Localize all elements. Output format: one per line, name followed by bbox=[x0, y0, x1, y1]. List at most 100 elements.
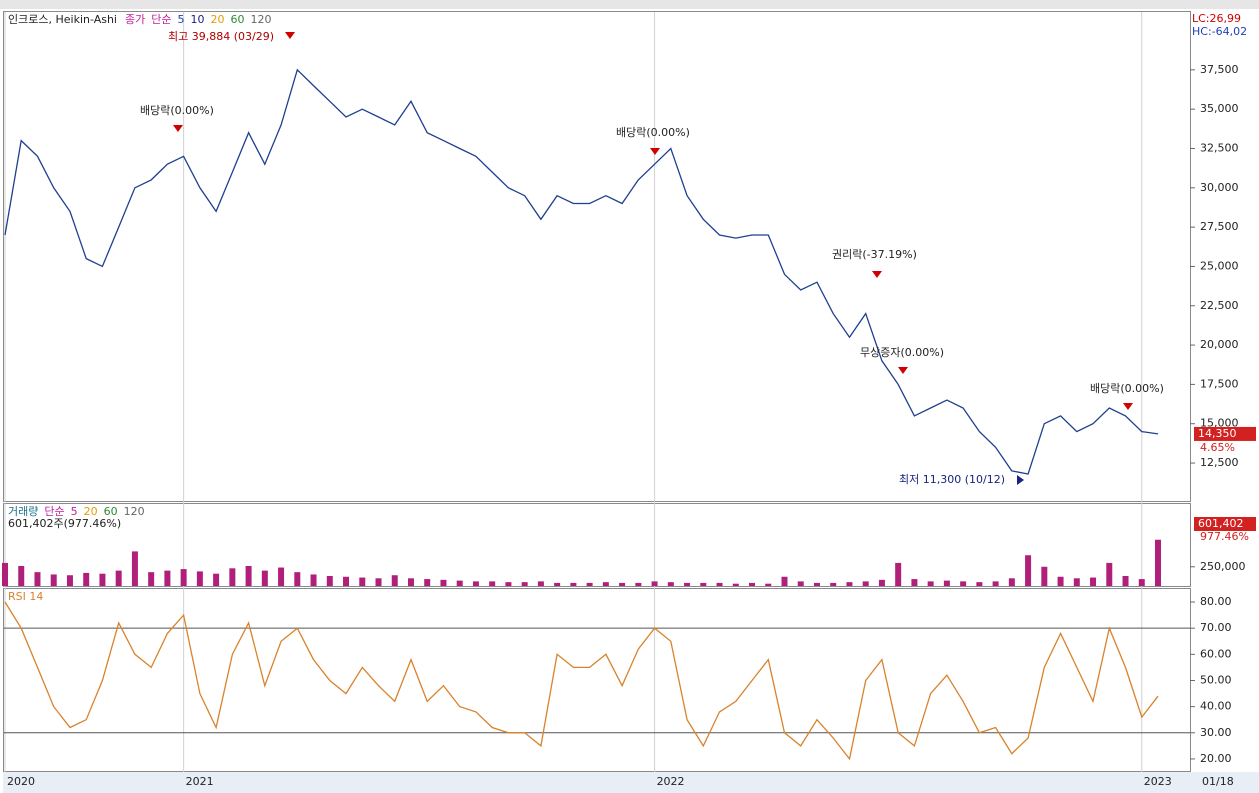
hc-label: HC:-64,02 bbox=[1192, 25, 1247, 38]
volume-bar bbox=[359, 577, 366, 586]
legend-item: 단순 bbox=[44, 505, 64, 518]
volume-bar bbox=[667, 582, 674, 586]
volume-bar bbox=[18, 566, 25, 586]
y-tick-label: 250,000 bbox=[1200, 560, 1246, 573]
volume-bar bbox=[797, 581, 804, 586]
volume-bar bbox=[602, 582, 609, 586]
volume-bar bbox=[537, 581, 544, 586]
y-tick-label: 40.00 bbox=[1200, 700, 1232, 713]
price-panel bbox=[3, 11, 1191, 502]
toolbar bbox=[0, 0, 1259, 9]
marker-arrow bbox=[650, 148, 660, 155]
legend-item: 20 bbox=[210, 13, 224, 26]
legend-item: 5 bbox=[177, 13, 184, 26]
annotation: 배당락(0.00%) bbox=[616, 126, 690, 139]
volume-bar bbox=[196, 571, 203, 586]
series-line bbox=[4, 601, 1159, 761]
y-tick-label: 80.00 bbox=[1200, 595, 1232, 608]
volume-bar bbox=[911, 579, 918, 586]
x-tick-label: 2023 bbox=[1144, 775, 1172, 788]
volume-bar bbox=[115, 570, 122, 586]
legend-item: 5 bbox=[71, 505, 78, 518]
volume-bar bbox=[407, 578, 414, 586]
volume-bar bbox=[960, 581, 967, 586]
volume-bar bbox=[927, 581, 934, 586]
marker-arrow bbox=[285, 32, 295, 39]
annotation: 무상증자(0.00%) bbox=[860, 346, 944, 359]
legend-item: 10 bbox=[190, 13, 204, 26]
volume-bar bbox=[245, 566, 252, 586]
y-tick-label: 20.00 bbox=[1200, 752, 1232, 765]
volume-last-label: 601,402 bbox=[1198, 517, 1244, 530]
y-tick-label: 30.00 bbox=[1200, 726, 1232, 739]
y-tick-label: 60.00 bbox=[1200, 647, 1232, 660]
volume-bar bbox=[749, 582, 756, 586]
y-tick-label: 27,500 bbox=[1200, 220, 1239, 233]
volume-bar bbox=[131, 551, 138, 586]
volume-bar bbox=[83, 572, 90, 586]
legend-item: 60 bbox=[230, 13, 244, 26]
volume-bar bbox=[99, 573, 106, 586]
y-tick-label: 12,500 bbox=[1200, 456, 1239, 469]
y-tick-label: 17,500 bbox=[1200, 377, 1239, 390]
annotation: 배당락(0.00%) bbox=[140, 104, 214, 117]
legend-item: 60 bbox=[104, 505, 118, 518]
volume-bar bbox=[1025, 555, 1032, 586]
volume-bar bbox=[765, 583, 772, 586]
volume-bar bbox=[846, 582, 853, 586]
legend-item: 120 bbox=[250, 13, 271, 26]
volume-current: 601,402주(977.46%) bbox=[8, 517, 121, 530]
volume-bar bbox=[554, 582, 561, 586]
volume-bar bbox=[2, 562, 8, 586]
volume-bar bbox=[261, 570, 268, 586]
volume-bar bbox=[310, 574, 317, 586]
y-tick-label: 50.00 bbox=[1200, 673, 1232, 686]
y-tick-label: 20,000 bbox=[1200, 338, 1239, 351]
y-tick-label: 70.00 bbox=[1200, 621, 1232, 634]
volume-panel bbox=[3, 503, 1191, 587]
rsi-panel bbox=[3, 588, 1191, 772]
volume-bar bbox=[716, 582, 723, 586]
x-tick-label: 2020 bbox=[7, 775, 35, 788]
legend-series: 거래량 bbox=[8, 505, 38, 518]
y-tick-label: 25,000 bbox=[1200, 259, 1239, 272]
y-tick-label: 37,500 bbox=[1200, 63, 1239, 76]
volume-bar bbox=[635, 582, 642, 586]
volume-bar bbox=[229, 568, 236, 586]
volume-bar bbox=[895, 562, 902, 586]
volume-bar bbox=[521, 582, 528, 586]
volume-bar bbox=[164, 570, 171, 586]
volume-bar bbox=[1090, 577, 1097, 586]
marker-arrow bbox=[872, 271, 882, 278]
volume-bar bbox=[651, 581, 658, 586]
y-tick-label: 32,500 bbox=[1200, 141, 1239, 154]
volume-bar bbox=[684, 582, 691, 586]
volume-bar bbox=[505, 582, 512, 586]
volume-bar bbox=[278, 567, 285, 586]
volume-bar bbox=[424, 579, 431, 586]
volume-bar bbox=[1008, 578, 1015, 586]
volume-bar bbox=[570, 582, 577, 586]
legend-item: 120 bbox=[124, 505, 145, 518]
volume-bar bbox=[1041, 566, 1048, 586]
volume-last-box bbox=[1194, 517, 1256, 531]
x-tick-label: 2022 bbox=[657, 775, 685, 788]
legend-series: RSI 14 bbox=[8, 590, 43, 603]
volume-bar bbox=[813, 582, 820, 586]
volume-bar bbox=[213, 573, 220, 586]
volume-bar bbox=[375, 578, 382, 586]
x-axis-bar bbox=[3, 772, 1259, 793]
volume-bar bbox=[1138, 579, 1145, 586]
volume-bar bbox=[1057, 576, 1064, 586]
volume-bar bbox=[326, 576, 333, 586]
volume-bar bbox=[619, 582, 626, 586]
volume-bar bbox=[878, 579, 885, 586]
y-tick-label: 15,000 bbox=[1200, 417, 1239, 430]
volume-bar bbox=[862, 581, 869, 586]
marker-arrow bbox=[173, 125, 183, 132]
annotation: 권리락(-37.19%) bbox=[832, 248, 917, 261]
x-tick-label: 2021 bbox=[186, 775, 214, 788]
lc-label: LC:26,99 bbox=[1192, 12, 1241, 25]
volume-bar bbox=[830, 582, 837, 586]
